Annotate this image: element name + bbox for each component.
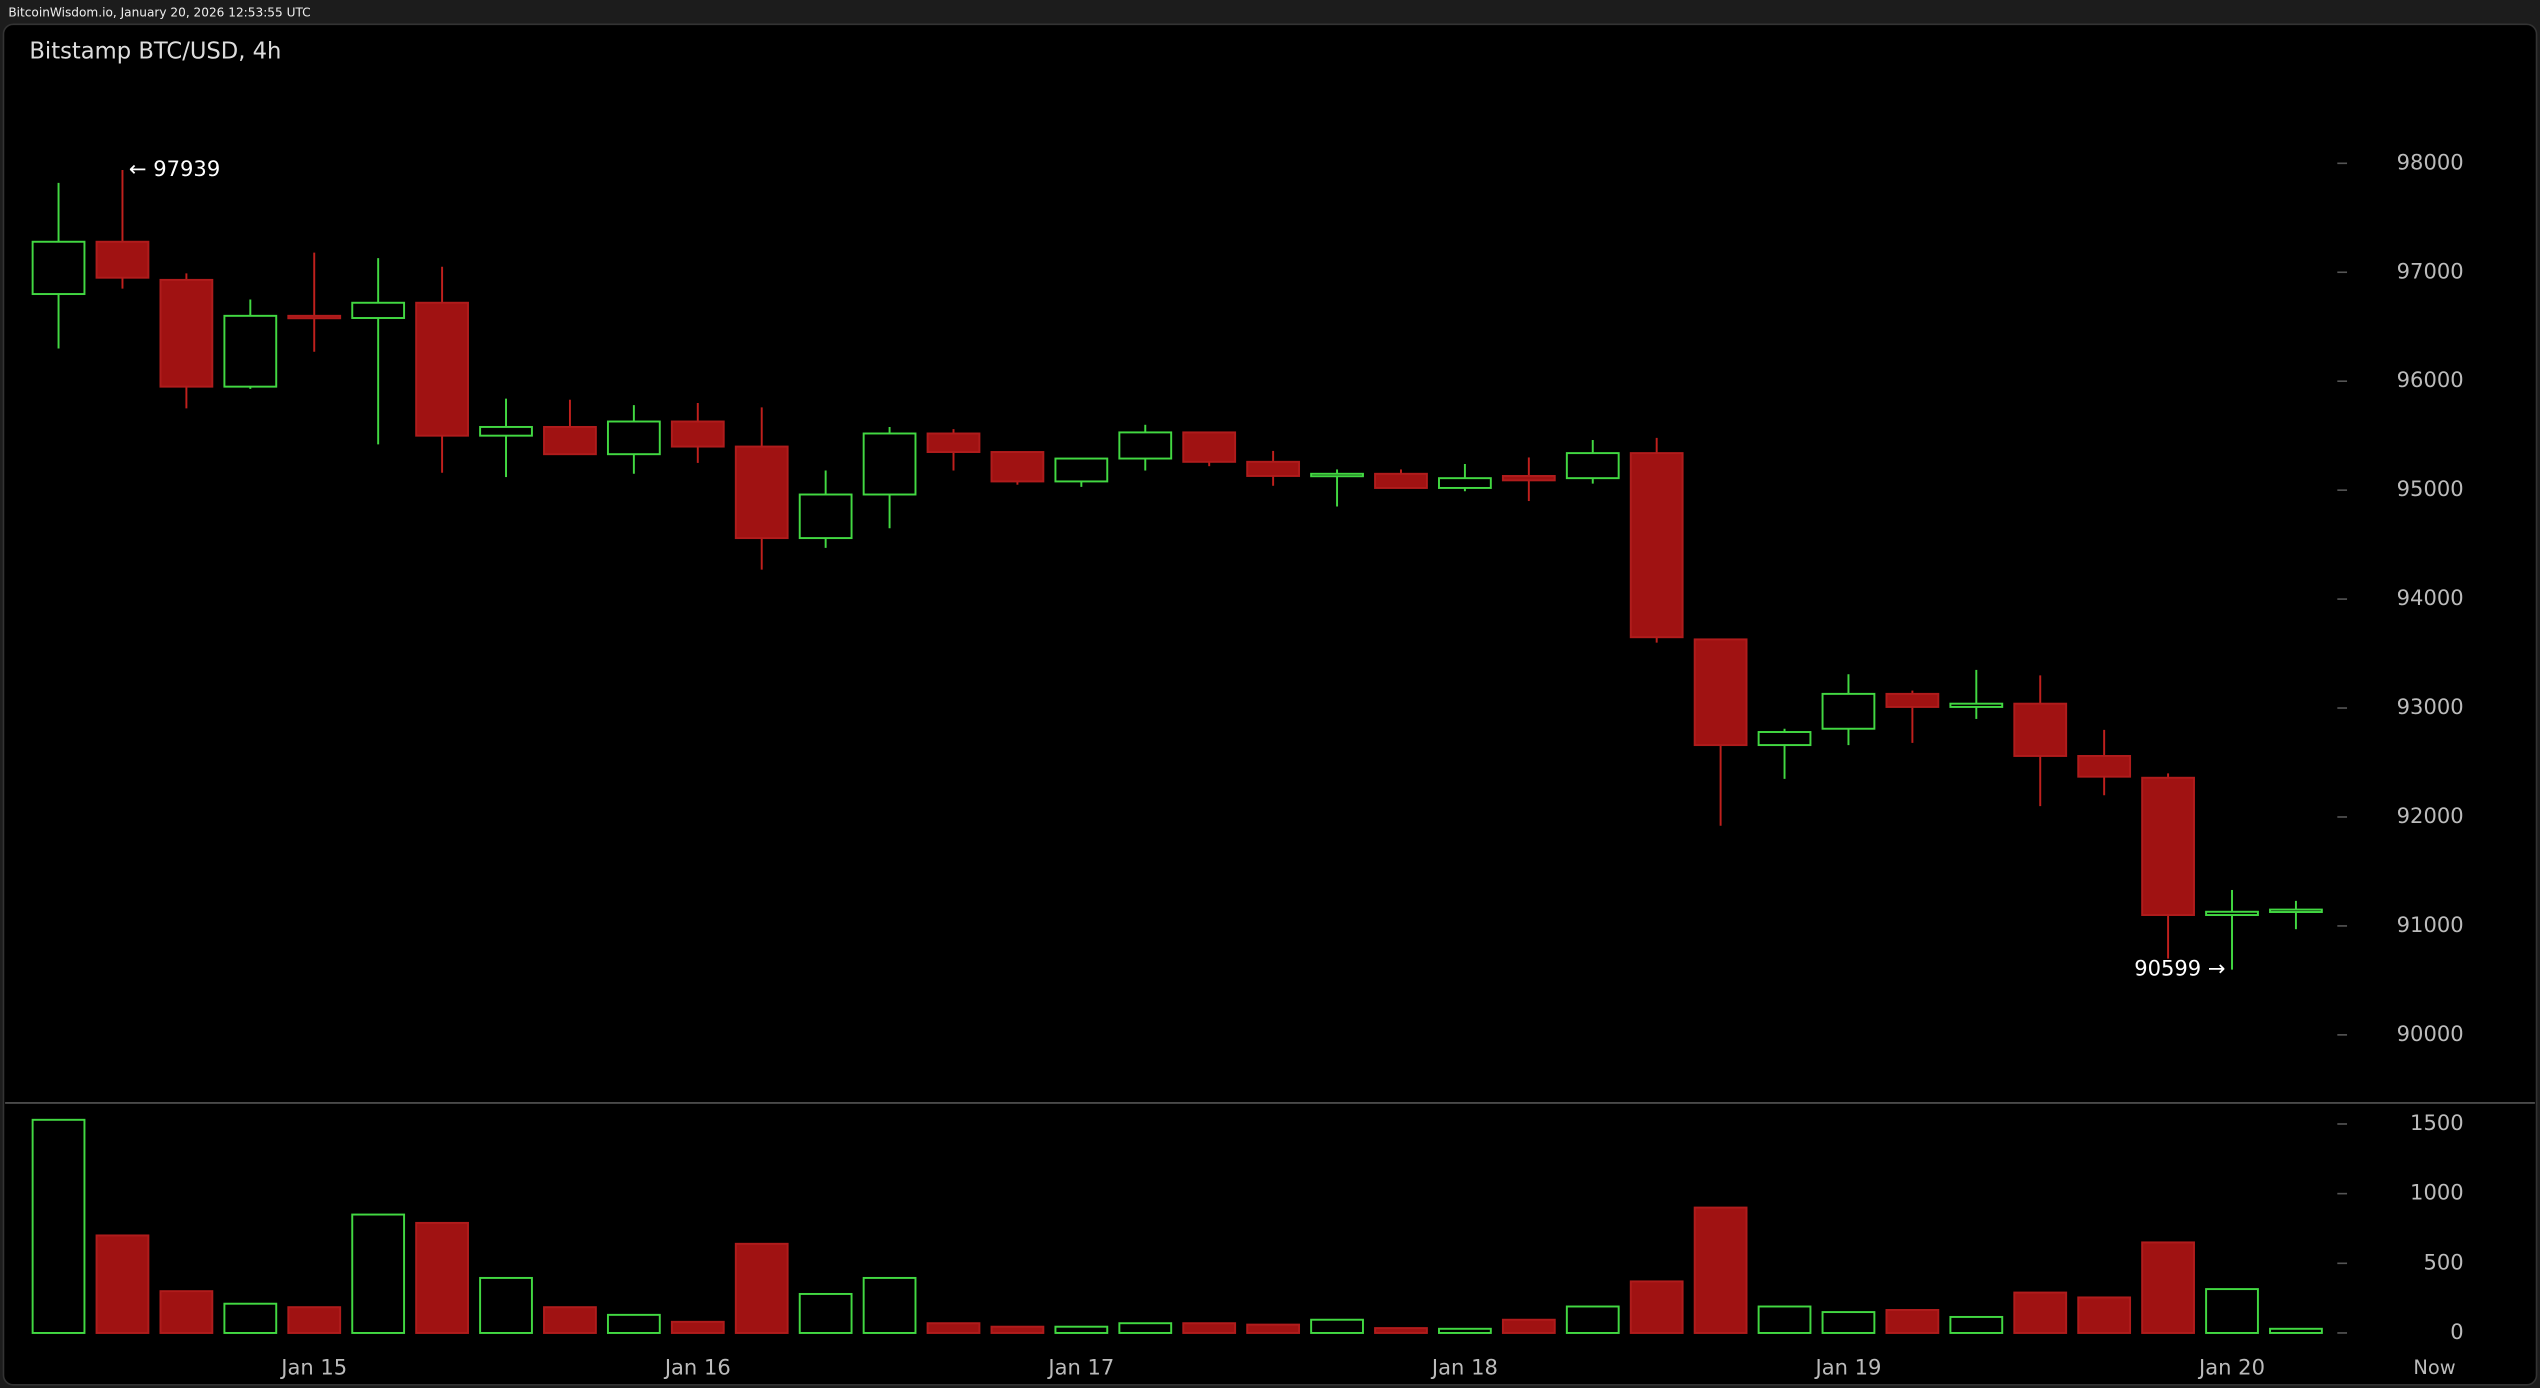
candle-body [926,432,981,453]
y-tick-label: 97000 [2397,258,2464,283]
volume-bar [1054,1325,1109,1334]
volume-bar [1885,1309,1940,1334]
volume-bar [1821,1311,1876,1334]
candle-body [734,445,789,540]
volume-bar [1757,1305,1812,1334]
volume-bar [862,1276,917,1334]
candle-body [1757,731,1812,747]
volume-bar [223,1302,278,1334]
volume-bar [1693,1206,1748,1334]
y-tick-label: 95000 [2397,476,2464,501]
candle-body [990,451,1045,483]
y-tick-label: 90000 [2397,1021,2464,1046]
candle-body [1565,452,1620,480]
candle-body [2013,702,2068,757]
annotation: 90599 → [2134,956,2225,981]
candle-body [1310,472,1364,478]
candle-body [95,240,150,279]
volume-bar [415,1221,469,1334]
candle-body [1693,638,1748,747]
candle-body [351,301,406,319]
volume-bar [1949,1315,2004,1334]
y-tick-label: 98000 [2397,149,2464,174]
volume-bar [2269,1327,2323,1334]
candle-body [287,314,342,320]
y2-tick-label: 0 [2450,1319,2463,1344]
volume-bar [351,1213,406,1334]
volume-bar [1374,1327,1428,1334]
volume-bar [2077,1296,2132,1334]
volume-bar [1629,1280,1684,1334]
candle-body [223,314,278,388]
now-label: Now [2413,1356,2455,1379]
candle-body [862,432,917,496]
volume-bar [606,1313,661,1334]
candle-body [1438,477,1492,489]
candle-body [670,420,725,448]
volume-bar [2013,1291,2068,1334]
volume-bar [2205,1288,2259,1334]
volume-bar [1246,1323,1301,1334]
y-tick-label: 91000 [2397,912,2464,937]
candle-body [2141,776,2195,917]
volume-bar [1310,1318,1364,1334]
volume-bar [2141,1241,2195,1334]
y2-tick-label: 500 [2423,1249,2463,1274]
candle-body [415,301,469,437]
candle-body [798,493,853,540]
candle-body [2077,755,2132,778]
candle-body [543,425,597,456]
x-tick-label: Jan 15 [279,1355,347,1380]
candle-body [1949,702,2004,708]
candle-body [1501,475,1556,482]
volume-bar [1118,1322,1173,1334]
volume-bar [479,1276,533,1334]
volume-bar [798,1292,853,1334]
volume-bar [159,1290,214,1334]
candle-body [1821,692,1876,730]
volume-bar [1565,1305,1620,1334]
volume-bar [95,1234,150,1334]
volume-bar [1501,1318,1556,1334]
candle-body [2269,908,2323,913]
x-tick-label: Jan 16 [663,1355,731,1380]
volume-bar [990,1325,1045,1334]
volume-bar [287,1306,342,1334]
y-tick-label: 93000 [2397,694,2464,719]
volume-bar [31,1118,86,1334]
chart-title: Bitstamp BTC/USD, 4h [29,38,281,64]
candle-body [479,425,533,437]
candle-body [1374,472,1428,489]
volume-bar [543,1306,597,1334]
candle-body [1885,692,1940,708]
volume-bar [926,1322,981,1334]
candle-body [2205,910,2259,917]
candle-body [606,420,661,456]
candle-body [159,278,214,388]
panel [2,23,2538,1386]
y2-tick-label: 1500 [2410,1110,2464,1135]
candle-body [1054,457,1109,483]
y-tick-label: 96000 [2397,367,2464,392]
x-tick-label: Jan 18 [1430,1355,1498,1380]
volume-bar [1182,1322,1237,1334]
candle-body [1629,452,1684,639]
volume-bar [1438,1327,1492,1334]
x-tick-label: Jan 20 [2197,1355,2265,1380]
header: BitcoinWisdom.io, January 20, 2026 12:53… [8,5,310,19]
x-tick-label: Jan 19 [1813,1355,1881,1380]
y-tick-label: 94000 [2397,585,2464,610]
candle-body [1246,460,1301,477]
volume-bar [670,1320,725,1334]
y2-tick-label: 1000 [2410,1180,2464,1205]
candle-body [1118,431,1173,460]
volume-bar [734,1242,789,1334]
x-tick-label: Jan 17 [1046,1355,1114,1380]
annotation: ← 97939 [129,156,220,181]
y-tick-label: 92000 [2397,803,2464,828]
candle-body [31,240,86,296]
candle-body [1182,431,1237,463]
